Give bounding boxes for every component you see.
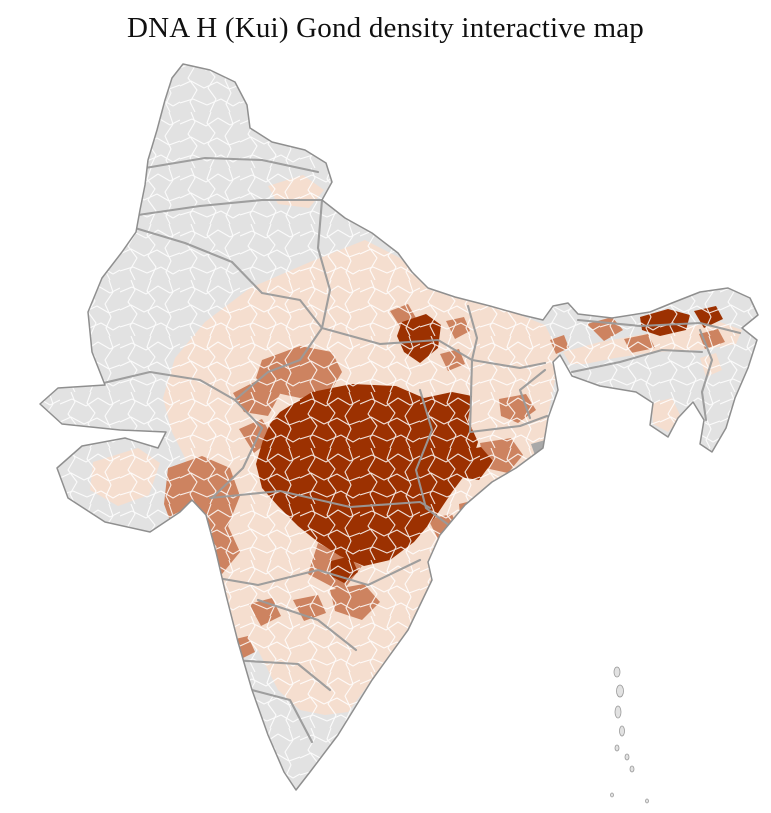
district-borders-overlay xyxy=(40,64,758,790)
island-chain[interactable] xyxy=(610,666,649,804)
country-outline xyxy=(39,63,759,791)
